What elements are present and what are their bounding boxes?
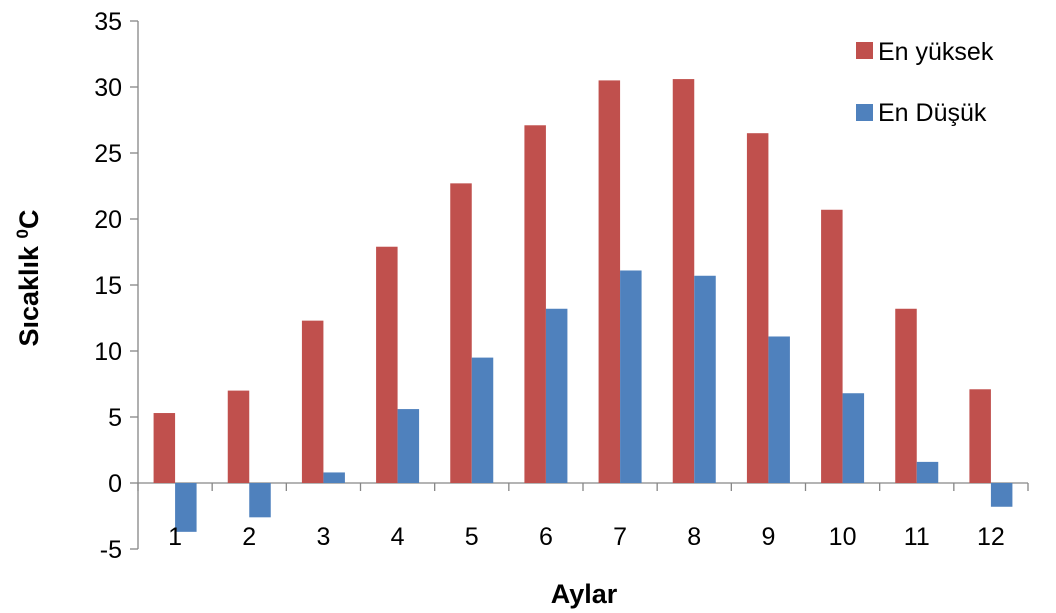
legend-swatch-en-yuksek — [856, 42, 873, 59]
y-tick-label: 15 — [94, 272, 122, 300]
x-tick-label: 1 — [168, 523, 182, 551]
bar-en-dusuk-9 — [768, 336, 790, 483]
x-tick-label: 10 — [829, 523, 857, 551]
bar-en-dusuk-7 — [620, 270, 642, 483]
bars — [153, 79, 1013, 532]
x-tick-label: 6 — [539, 523, 553, 551]
bar-en-dusuk-10 — [842, 393, 865, 483]
y-tick-label: 0 — [108, 470, 122, 498]
x-tick-label: 11 — [904, 523, 930, 551]
bar-en-yuksek-5 — [450, 183, 472, 484]
x-tick-label: 9 — [761, 523, 775, 551]
x-tick-label: 2 — [242, 523, 256, 551]
x-tick-label: 8 — [687, 523, 701, 551]
y-tick-label: 35 — [94, 8, 122, 36]
y-tick-label: 25 — [94, 140, 122, 168]
axes — [130, 20, 1029, 550]
y-tick-label: 20 — [94, 206, 122, 234]
y-axis-title-text: Sıcaklık — [14, 238, 44, 346]
legend: En yüksek En Düşük — [856, 38, 994, 127]
bar-en-dusuk-6 — [545, 308, 568, 483]
y-axis-title-degree: 0 — [13, 229, 32, 238]
bar-en-yuksek-3 — [301, 320, 324, 483]
bar-en-yuksek-1 — [153, 413, 176, 483]
y-tick-label: 10 — [94, 338, 122, 366]
bar-en-yuksek-6 — [524, 125, 546, 483]
x-tick-label: 5 — [465, 523, 479, 551]
bar-en-dusuk-3 — [323, 472, 345, 483]
legend-label-en-dusuk: En Düşük — [878, 99, 987, 127]
bar-en-yuksek-2 — [227, 390, 250, 483]
bar-en-yuksek-12 — [969, 389, 991, 483]
y-axis-title-unit: C — [14, 209, 44, 229]
bar-en-dusuk-5 — [471, 357, 494, 483]
bar-en-yuksek-7 — [598, 80, 621, 484]
legend-label-en-yuksek: En yüksek — [878, 38, 994, 66]
x-tick-label: 12 — [977, 523, 1005, 551]
legend-swatch-en-dusuk — [856, 104, 873, 121]
bar-en-dusuk-4 — [397, 409, 420, 483]
bar-en-dusuk-2 — [249, 483, 271, 518]
x-tick-label: 7 — [613, 523, 627, 551]
bar-en-dusuk-8 — [694, 275, 716, 483]
bar-en-yuksek-9 — [746, 133, 769, 483]
y-tick-label: 30 — [94, 74, 122, 102]
bar-en-dusuk-1 — [175, 483, 197, 532]
y-tick-label: -5 — [100, 536, 122, 564]
x-tick-label: 3 — [316, 523, 330, 551]
bar-en-yuksek-8 — [672, 79, 695, 483]
bar-en-yuksek-4 — [376, 246, 398, 483]
y-tick-label: 5 — [108, 404, 122, 432]
bar-en-dusuk-11 — [916, 461, 939, 483]
bar-en-dusuk-12 — [990, 483, 1013, 507]
bar-en-yuksek-10 — [821, 209, 843, 483]
y-axis-title: Sıcaklık 0C — [13, 209, 44, 346]
x-tick-label: 4 — [391, 523, 405, 551]
bar-en-yuksek-11 — [895, 308, 917, 483]
x-axis-title: Aylar — [551, 579, 618, 609]
